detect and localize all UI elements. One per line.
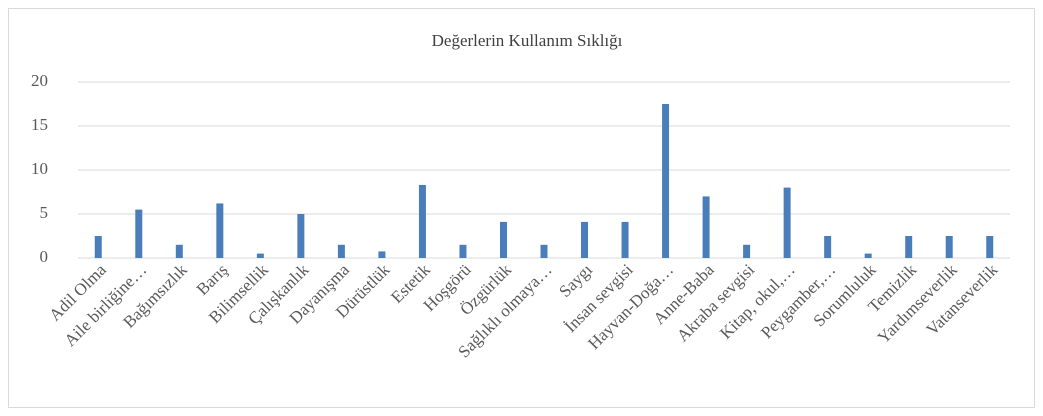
bar	[499, 221, 507, 258]
chart-title: Değerlerin Kullanım Sıklığı	[432, 31, 623, 50]
bar	[418, 184, 426, 258]
bar	[702, 196, 710, 258]
bar	[297, 214, 305, 258]
bar	[743, 244, 751, 258]
bar	[945, 236, 953, 258]
bar	[824, 236, 832, 258]
bar	[581, 221, 589, 258]
bar	[905, 236, 913, 258]
bar	[459, 244, 467, 258]
bar	[662, 104, 670, 258]
bar	[94, 236, 102, 258]
y-tick-label: 10	[31, 159, 48, 178]
y-tick-label: 15	[31, 115, 48, 134]
bar	[256, 253, 264, 258]
bar	[135, 209, 143, 258]
bar	[540, 244, 548, 258]
bar	[378, 251, 386, 258]
bar	[621, 221, 629, 258]
bar	[864, 253, 872, 258]
chart-border	[8, 8, 1035, 408]
bar	[337, 244, 345, 258]
bar	[216, 203, 224, 258]
bar	[783, 187, 791, 258]
bar	[175, 244, 183, 258]
y-tick-label: 5	[40, 203, 49, 222]
y-tick-label: 0	[40, 247, 49, 266]
bar	[986, 236, 994, 258]
y-tick-label: 20	[31, 71, 48, 90]
